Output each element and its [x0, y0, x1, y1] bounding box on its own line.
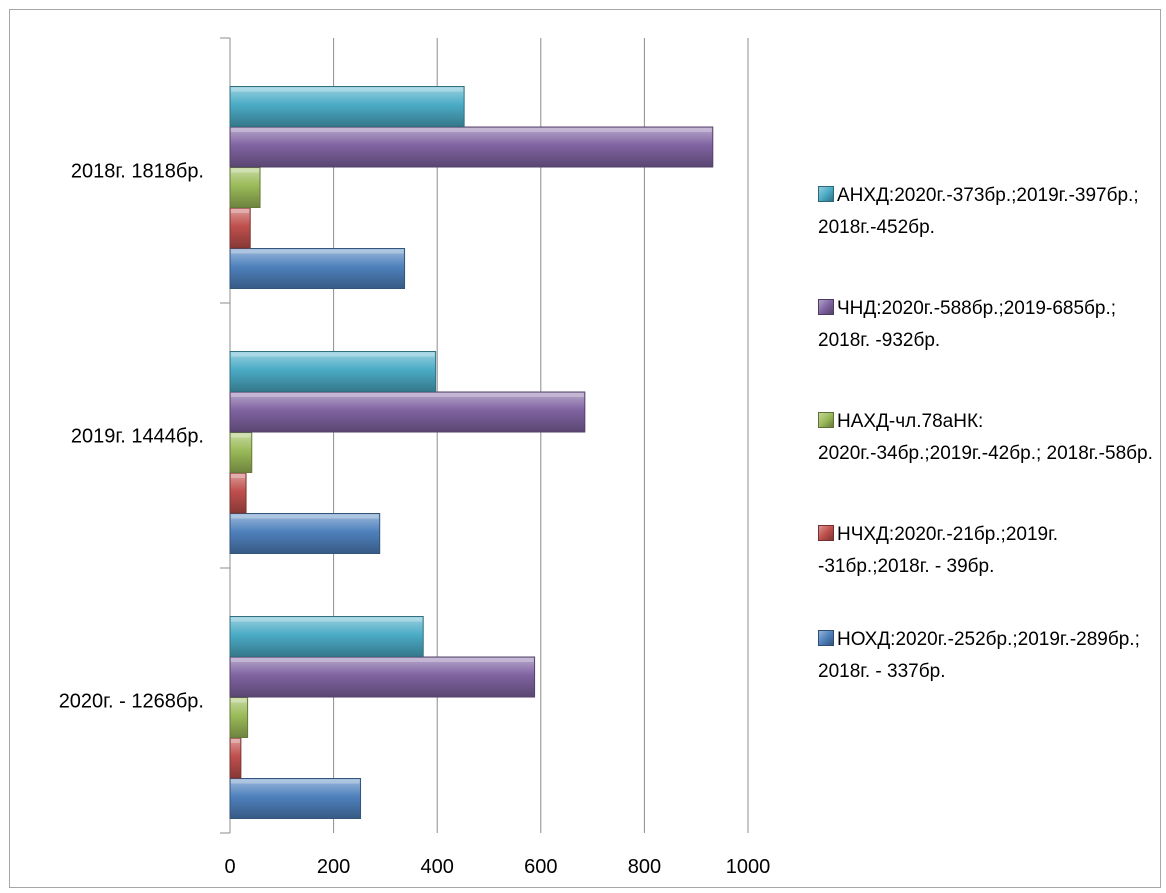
- legend-item: НАХД-чл.78аНК: 2020г.-34бр.;2019г.-42бр.…: [818, 406, 1158, 470]
- bar-highlight: [231, 209, 250, 213]
- bar: [229, 432, 253, 473]
- bar: [229, 778, 362, 819]
- y-category-label: 2019г. 1444бр.: [71, 426, 204, 448]
- legend-swatch: [818, 525, 834, 541]
- bar-highlight: [231, 698, 247, 703]
- legend-label: ЧНД:2020г.-588бр.;2019-685бр.; 2018г. -9…: [818, 298, 1117, 351]
- bar-highlight: [231, 393, 584, 397]
- bar-highlight: [231, 658, 534, 662]
- legend-swatch: [818, 412, 834, 428]
- bar-highlight: [231, 249, 404, 254]
- bar-highlight: [231, 352, 435, 357]
- bar-highlight: [231, 168, 260, 173]
- legend-swatch: [818, 299, 834, 315]
- x-tick-label-200: 200: [317, 856, 350, 878]
- bar: [229, 697, 249, 738]
- x-tick-label-0: 0: [224, 856, 235, 878]
- bar-highlight: [231, 128, 712, 132]
- bar: [229, 513, 381, 554]
- bar: [229, 616, 424, 657]
- x-tick-label-800: 800: [628, 856, 661, 878]
- bar: [229, 248, 406, 289]
- legend-item: НЧХД:2020г.-21бр.;2019г. -31бр.;2018г. -…: [818, 519, 1158, 583]
- bar-highlight: [231, 474, 246, 478]
- bar: [229, 391, 586, 433]
- legend-item: АНХД:2020г.-373бр.;2019г.-397бр.; 2018г.…: [818, 180, 1158, 244]
- bar-highlight: [231, 779, 360, 784]
- legend-label: НОХД:2020г.-252бр.;2019г.-289бр.; 2018г.…: [818, 629, 1140, 682]
- x-tick-label-1000: 1000: [726, 856, 771, 878]
- legend-label: АНХД:2020г.-373бр.;2019г.-397бр.; 2018г.…: [818, 185, 1139, 238]
- bar: [229, 351, 437, 392]
- legend-swatch: [818, 186, 834, 202]
- bar: [229, 126, 714, 168]
- bar: [229, 656, 536, 698]
- bar-highlight: [231, 617, 423, 622]
- y-category-label: 2020г. - 1268бр.: [59, 691, 204, 713]
- legend-item: НОХД:2020г.-252бр.;2019г.-289бр.; 2018г.…: [818, 624, 1158, 688]
- bar: [229, 737, 242, 779]
- legend-label: НАХД-чл.78аНК: 2020г.-34бр.;2019г.-42бр.…: [818, 411, 1153, 464]
- bar-highlight: [231, 514, 379, 519]
- bar: [229, 167, 261, 208]
- bar: [229, 472, 247, 514]
- bar-highlight: [231, 739, 240, 743]
- bar: [229, 86, 465, 127]
- legend-item: ЧНД:2020г.-588бр.;2019-685бр.; 2018г. -9…: [818, 293, 1158, 357]
- legend-label: НЧХД:2020г.-21бр.;2019г. -31бр.;2018г. -…: [818, 524, 1058, 577]
- y-category-label: 2018г. 1818бр.: [71, 161, 204, 183]
- bar-highlight: [231, 87, 464, 92]
- bar-highlight: [231, 433, 251, 438]
- legend-swatch: [818, 630, 834, 646]
- x-tick-label-600: 600: [524, 856, 557, 878]
- bar: [229, 207, 251, 249]
- x-tick-label-400: 400: [421, 856, 454, 878]
